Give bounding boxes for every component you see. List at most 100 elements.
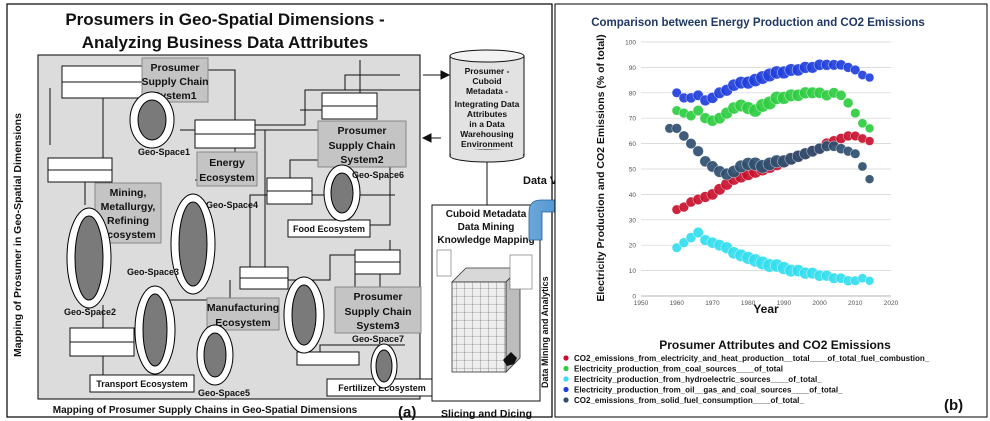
node bbox=[354, 261, 401, 275]
ecosystem-box bbox=[287, 219, 371, 238]
legend-item: Electricity_production_from_hydroelectri… bbox=[563, 375, 822, 384]
y-tick-labels: 0 10 20 30 40 50 60 70 80 90 100 bbox=[625, 40, 636, 301]
legend-marker bbox=[563, 376, 569, 382]
ecosystem-box bbox=[196, 151, 258, 187]
data-point bbox=[692, 145, 704, 157]
legend-label: CO2_emissions_from_electricity_and_heat_… bbox=[574, 354, 930, 363]
energy-ecosystem: Energy Ecosystem bbox=[196, 151, 258, 187]
food-label: Food Ecosystem bbox=[293, 224, 365, 234]
x-tick-label: 1950 bbox=[634, 300, 649, 307]
energy-line2: Ecosystem bbox=[199, 172, 254, 184]
data-point bbox=[857, 118, 868, 129]
data-point bbox=[864, 136, 875, 146]
node bbox=[47, 157, 113, 171]
db-line3: Metadata - bbox=[466, 86, 508, 96]
geo-space7-label: Geo-Space7 bbox=[352, 334, 404, 344]
data-point bbox=[864, 174, 875, 184]
db-line8: Environment bbox=[461, 139, 513, 149]
node bbox=[266, 190, 313, 205]
data-point bbox=[678, 237, 689, 248]
geo-space-labels: Geo-Space1 Geo-Space2 Geo-Space3 Geo-Spa… bbox=[64, 147, 404, 398]
node bbox=[321, 105, 378, 120]
cylinder-top bbox=[449, 49, 525, 63]
legend-label: Electricity_production_from_coal_sources… bbox=[574, 365, 783, 374]
geo-space6-label: Geo-Space6 bbox=[352, 170, 404, 180]
hand-cursor-icon bbox=[503, 352, 517, 366]
system-box bbox=[317, 120, 407, 168]
side-label-left: Mapping of Prosumer in Geo-Spatial Dimen… bbox=[12, 113, 24, 357]
node bbox=[61, 81, 143, 99]
node bbox=[69, 341, 135, 357]
food-ecosystem: Food Ecosystem bbox=[287, 219, 371, 238]
system2-line2: Supply Chain bbox=[328, 140, 395, 152]
series-3 bbox=[671, 227, 875, 286]
x-tick-label: 1980 bbox=[741, 300, 756, 307]
data-point bbox=[678, 130, 690, 142]
ecosystem-box bbox=[89, 374, 195, 393]
manufacturing-ecosystem: Manufacturing Ecosystem bbox=[206, 297, 280, 331]
chart-title: Comparison between Energy Production and… bbox=[591, 17, 925, 29]
y-tick-label: 70 bbox=[629, 116, 637, 123]
system-box bbox=[334, 286, 422, 334]
series-4 bbox=[671, 59, 875, 107]
geo-space7-shape bbox=[375, 349, 393, 383]
db-line7: Warehousing bbox=[460, 129, 514, 139]
y-tick-label: 60 bbox=[629, 141, 637, 148]
geo-space1-shape bbox=[137, 99, 167, 141]
legend-marker bbox=[563, 355, 569, 361]
data-point bbox=[857, 161, 868, 172]
y-tick-label: 80 bbox=[629, 90, 637, 97]
geo-space2-shape bbox=[74, 215, 104, 301]
side-label-right: Data Mining and Analytics bbox=[540, 276, 550, 388]
mining-line1: Mining, bbox=[110, 187, 147, 199]
chart-legend: CO2_emissions_from_electricity_and_heat_… bbox=[563, 354, 930, 405]
legend-label: Electricity_production_from_hydroelectri… bbox=[574, 375, 822, 384]
mining-box-line2b: Knowledge Mapping bbox=[437, 235, 534, 246]
x-tick-label: 1970 bbox=[705, 300, 720, 307]
data-point bbox=[671, 87, 682, 98]
mining-line3: Refining bbox=[107, 215, 149, 227]
mining-line2: Metallurgy, bbox=[101, 201, 156, 213]
data-point bbox=[835, 90, 847, 101]
cuboid-database: Prosumer - Cuboid Metadata - Integrating… bbox=[449, 49, 525, 163]
x-tick-label: 2000 bbox=[812, 300, 827, 307]
legend-marker bbox=[563, 365, 569, 372]
system3-line1: Prosumer bbox=[353, 291, 402, 303]
geo-space3-label: Geo-Space3 bbox=[127, 267, 179, 277]
legend-label: CO2_emissions_from_solid_fuel_consumptio… bbox=[574, 396, 804, 405]
legend-label: Electricity_production_from_oil__gas_and… bbox=[574, 386, 843, 395]
geo-space5-shape bbox=[203, 332, 227, 378]
node bbox=[321, 92, 378, 107]
data-point bbox=[692, 227, 704, 238]
panel-a: Prosumers in Geo-Spatial Dimensions - An… bbox=[6, 3, 553, 421]
mining-box-line1: Cuboid Metadata bbox=[446, 209, 527, 220]
data-point bbox=[671, 123, 682, 134]
chart-plot-area bbox=[664, 59, 875, 286]
manufacturing-line1: Manufacturing bbox=[207, 302, 279, 314]
legend-marker bbox=[563, 397, 569, 403]
geo-space4-label: Geo-Space4 bbox=[206, 200, 258, 210]
system1-line1: Prosumer bbox=[150, 62, 199, 74]
legend-item: Electricity_production_from_oil__gas_and… bbox=[563, 386, 843, 395]
legend-title: Prosumer Attributes and CO2 Emissions bbox=[659, 338, 891, 352]
node bbox=[47, 169, 113, 183]
x-tick-labels: 1950 1960 1970 1980 1990 2000 2010 2020 bbox=[634, 300, 899, 307]
system1-line2: Supply Chain bbox=[141, 76, 208, 88]
geo-space3-shape bbox=[142, 293, 168, 367]
transport-label: Transport Ecosystem bbox=[96, 379, 188, 389]
y-tick-label: 100 bbox=[625, 40, 636, 47]
node bbox=[194, 119, 256, 135]
system3-line3: System3 bbox=[356, 320, 399, 332]
db-arrows bbox=[421, 70, 488, 205]
y-tick-label: 20 bbox=[629, 243, 637, 250]
ecosystem-box bbox=[206, 297, 280, 331]
x-tick-label: 1990 bbox=[777, 300, 792, 307]
energy-line1: Energy bbox=[209, 157, 245, 169]
legend-marker bbox=[563, 386, 569, 393]
y-tick-label: 90 bbox=[629, 65, 637, 72]
cylinder-mask bbox=[451, 150, 523, 156]
node bbox=[69, 327, 135, 343]
db-line1: Prosumer - bbox=[465, 66, 510, 76]
data-point bbox=[850, 148, 861, 159]
cube-grid bbox=[452, 282, 506, 372]
